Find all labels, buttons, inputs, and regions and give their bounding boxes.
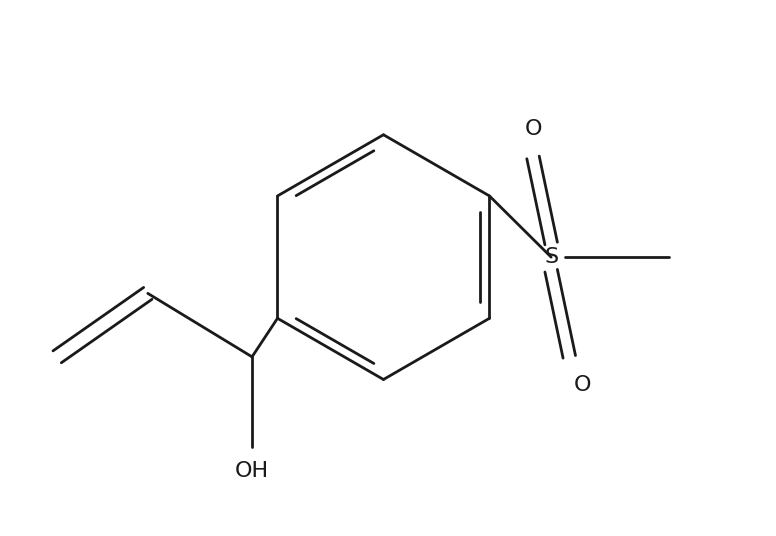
Text: O: O [525,120,542,139]
Text: S: S [544,247,558,267]
Text: O: O [573,375,591,395]
Text: OH: OH [235,461,269,481]
